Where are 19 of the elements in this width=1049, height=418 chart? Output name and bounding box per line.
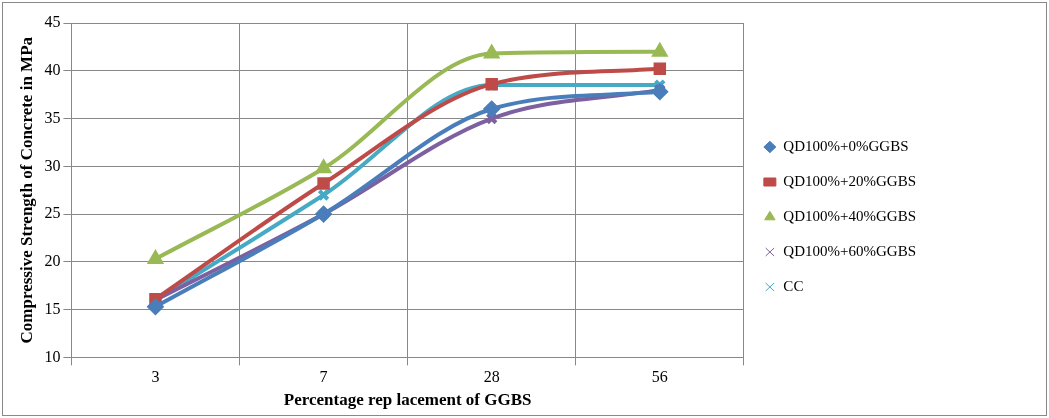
x-tick-label: 28 bbox=[483, 368, 500, 386]
y-tick-label: 35 bbox=[44, 108, 61, 126]
y-axis-title: Compressive Strength of Concrete in MPa bbox=[16, 36, 36, 344]
y-tick-label: 10 bbox=[44, 347, 61, 365]
x-tick-label: 56 bbox=[651, 368, 668, 386]
y-tick-label: 45 bbox=[44, 13, 61, 31]
y-tick-label: 15 bbox=[44, 299, 61, 317]
y-tick-label: 30 bbox=[44, 156, 61, 174]
x-axis-title: Percentage rep lacement of GGBS bbox=[283, 390, 532, 410]
legend-label: QD100%+0%GGBS bbox=[783, 137, 909, 154]
x-tick-label: 7 bbox=[319, 368, 328, 386]
y-tick-label: 40 bbox=[44, 60, 61, 78]
legend-label: QD100%+20%GGBS bbox=[783, 172, 917, 189]
legend-label: QD100%+60%GGBS bbox=[783, 242, 917, 259]
y-tick-label: 20 bbox=[44, 252, 61, 270]
x-tick-label: 3 bbox=[151, 368, 160, 386]
y-tick-label: 25 bbox=[44, 204, 61, 222]
legend-label: QD100%+40%GGBS bbox=[783, 207, 917, 224]
legend-label: CC bbox=[783, 277, 804, 294]
